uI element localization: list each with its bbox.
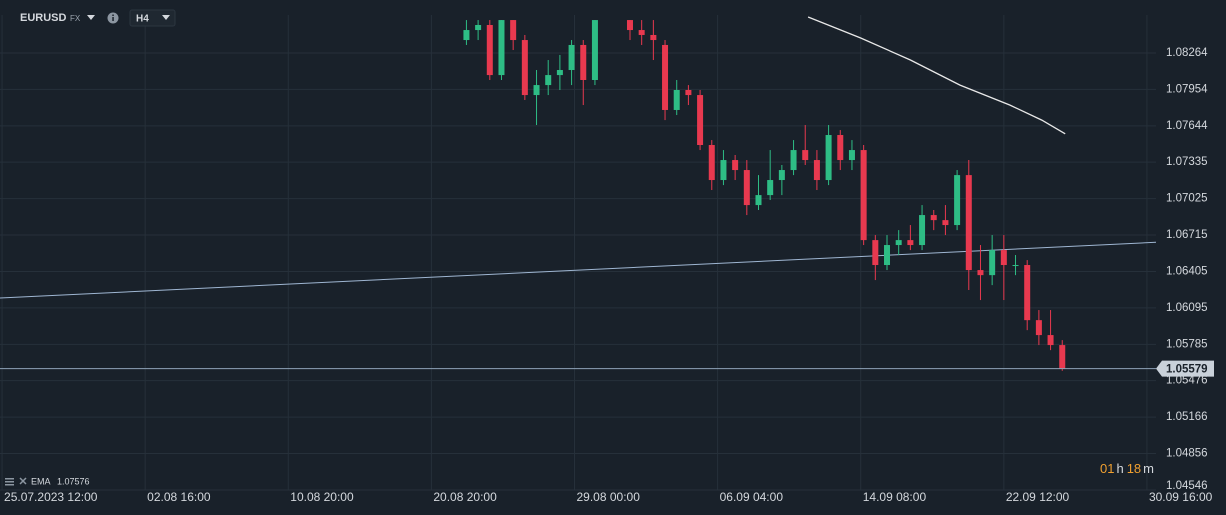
candle-body	[743, 170, 750, 206]
candle-body	[720, 160, 727, 181]
candle-body	[872, 240, 879, 266]
candle-body	[813, 160, 820, 181]
candle-body	[907, 240, 914, 246]
y-tick-label: 1.06095	[1166, 302, 1208, 314]
y-tick-label: 1.05166	[1166, 411, 1208, 423]
candle-body	[673, 89, 680, 110]
candle-body	[486, 24, 493, 76]
candle-body	[556, 70, 563, 76]
timer-hours: 01	[1100, 461, 1114, 476]
ema-legend-value: 1.07576	[57, 476, 90, 486]
grid	[0, 15, 1156, 491]
timer-m: m	[1143, 461, 1154, 476]
last-price-label: 1.05579	[1166, 364, 1208, 376]
indicator-icons[interactable]	[5, 477, 27, 486]
candle-body	[790, 150, 797, 171]
candle-body	[498, 20, 505, 76]
plot-area	[0, 16, 1156, 371]
x-tick-label: 30.09 16:00	[1149, 490, 1213, 504]
last-price-badge	[1156, 360, 1214, 377]
candle-timer: 01 h 18 m	[1100, 461, 1154, 476]
candle-body	[1047, 335, 1054, 346]
candle-body	[965, 175, 972, 271]
y-tick-label: 1.07025	[1166, 193, 1208, 205]
candle-body	[954, 175, 961, 226]
candle-body	[521, 40, 528, 96]
info-icon[interactable]	[107, 12, 119, 24]
y-tick-label: 1.08264	[1166, 47, 1208, 59]
candle-body	[919, 215, 926, 246]
candle-body	[545, 75, 552, 86]
candle-body	[662, 44, 669, 110]
x-tick-label: 02.08 16:00	[147, 490, 211, 504]
timeframe[interactable]: H4	[136, 14, 149, 25]
timer-minutes: 18	[1127, 461, 1141, 476]
x-tick-label: 22.09 12:00	[1006, 490, 1070, 504]
candle-body	[463, 30, 470, 41]
timeframe-dropdown[interactable]	[162, 15, 170, 20]
y-tick-label: 1.05476	[1166, 375, 1208, 387]
y-tick-label: 1.04546	[1166, 480, 1208, 492]
candle-body	[989, 250, 996, 276]
candle-body	[1024, 265, 1031, 321]
candle-body	[1012, 265, 1019, 267]
candle-body	[837, 135, 844, 161]
candle-body	[708, 145, 715, 181]
axes: 1.08264 1.07954 1.07644 1.07335 1.07025 1.067…	[4, 47, 1214, 504]
candle-body	[895, 240, 902, 246]
timeframe-box[interactable]	[129, 9, 176, 27]
y-tick-label: 1.05785	[1166, 338, 1208, 350]
symbol[interactable]: EURUSD	[20, 12, 67, 24]
candle-body	[568, 44, 575, 71]
ema-line	[807, 16, 1066, 135]
candle-body	[1059, 345, 1066, 369]
x-tick-label: 29.08 00:00	[576, 490, 640, 504]
x-tick-label: 06.09 04:00	[720, 490, 784, 504]
x-tick-label: 10.08 20:00	[290, 490, 354, 504]
y-tick-label: 1.06405	[1166, 266, 1208, 278]
timer-h: h	[1116, 461, 1123, 476]
candle-body	[825, 135, 832, 181]
y-tick-label: 1.07335	[1166, 156, 1208, 168]
candle-body	[580, 44, 587, 81]
candle-body	[848, 150, 855, 161]
candle-body	[767, 180, 774, 196]
candle-body	[732, 160, 739, 171]
candle-body	[510, 20, 517, 41]
candle-body	[475, 24, 482, 31]
candle-body	[533, 85, 540, 96]
candle-body	[942, 220, 949, 226]
candle-body	[697, 95, 704, 146]
ema-legend-name: EMA	[31, 476, 51, 486]
y-tick-label: 1.07644	[1166, 120, 1208, 132]
candle-body	[930, 215, 937, 221]
y-tick-label: 1.07954	[1166, 83, 1208, 95]
candle-body	[685, 89, 692, 96]
x-tick-label: 14.09 08:00	[863, 490, 927, 504]
candle-body	[591, 20, 598, 81]
candle-body	[626, 20, 633, 31]
candle-body	[778, 170, 785, 181]
candle-body	[1000, 250, 1007, 266]
market: FX	[70, 14, 81, 23]
candle-body	[802, 150, 809, 161]
x-tick-label: 25.07.2023 12:00	[4, 490, 98, 504]
candle-body	[1035, 320, 1042, 336]
y-tick-label: 1.06715	[1166, 229, 1208, 241]
candle-body	[638, 30, 645, 35]
symbol-dropdown[interactable]	[87, 15, 95, 20]
candle-body	[650, 34, 657, 41]
candle-body	[860, 150, 867, 241]
y-tick-label: 1.04856	[1166, 448, 1208, 460]
trend-line	[0, 241, 1156, 299]
candle-body	[755, 195, 762, 206]
candle-body	[977, 270, 984, 276]
candle-body	[884, 245, 891, 266]
x-tick-label: 20.08 20:00	[433, 490, 497, 504]
